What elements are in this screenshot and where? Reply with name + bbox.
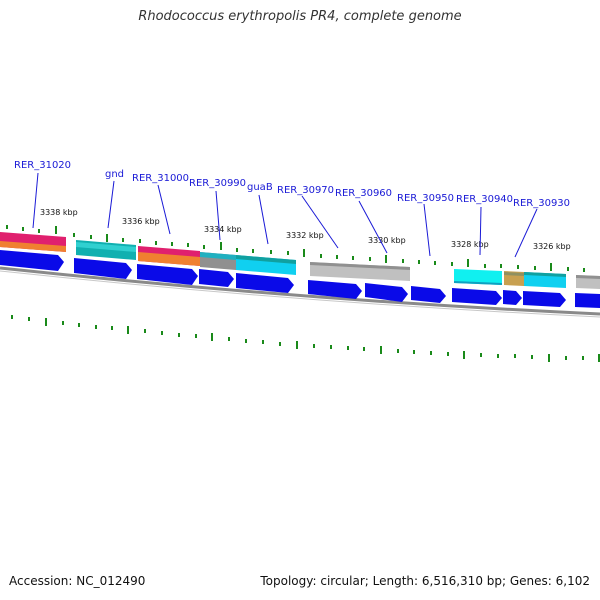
gene-arrow bbox=[503, 290, 522, 305]
gene-arrow bbox=[411, 286, 446, 303]
genome-summary-text: Topology: circular; Length: 6,516,310 bp… bbox=[260, 574, 590, 588]
accession-text: Accession: NC_012490 bbox=[9, 574, 146, 588]
gene-label: RER_30990 bbox=[189, 178, 246, 189]
gene-arrow bbox=[236, 273, 294, 293]
gene-label: guaB bbox=[247, 182, 273, 193]
gene-label: RER_30950 bbox=[397, 193, 454, 204]
gene-label: RER_30930 bbox=[513, 198, 570, 209]
gene-label: RER_30970 bbox=[277, 185, 334, 196]
tick-label: 3328 kbp bbox=[451, 240, 489, 249]
gene-arrow bbox=[308, 280, 362, 299]
gene-arrow bbox=[575, 293, 600, 308]
gene-arrows bbox=[0, 250, 600, 308]
genome-backbone bbox=[0, 266, 600, 316]
label-leaders bbox=[32, 172, 538, 258]
gene-arrow bbox=[365, 283, 408, 302]
feature-track bbox=[0, 232, 600, 289]
genome-backbone-shadow bbox=[0, 270, 600, 318]
scale-ticks-lower bbox=[11, 315, 600, 362]
tick-label: 3334 kbp bbox=[204, 225, 242, 234]
tick-label: 3332 kbp bbox=[286, 231, 324, 240]
gene-label: RER_31000 bbox=[132, 173, 189, 184]
feature-block-7 bbox=[454, 269, 502, 285]
tick-labels: 3338 kbp 3336 kbp 3334 kbp 3332 kbp 3330… bbox=[40, 208, 571, 251]
tick-label: 3336 kbp bbox=[122, 217, 160, 226]
tick-label: 3330 kbp bbox=[368, 236, 406, 245]
gene-arrow bbox=[523, 291, 566, 307]
gene-label: RER_30960 bbox=[335, 188, 392, 199]
gene-label: RER_30940 bbox=[456, 194, 513, 205]
tick-label: 3338 kbp bbox=[40, 208, 78, 217]
gene-label: RER_31020 bbox=[14, 160, 71, 171]
gene-arrow bbox=[452, 288, 502, 305]
gene-labels: RER_31020 gnd RER_31000 RER_30990 guaB R… bbox=[14, 160, 570, 209]
gene-arrow bbox=[0, 250, 64, 271]
gene-label: gnd bbox=[105, 169, 124, 180]
gene-arrow bbox=[137, 264, 198, 285]
gene-arrow bbox=[74, 258, 132, 279]
scale-ticks-upper bbox=[6, 225, 585, 272]
gene-arrow bbox=[199, 269, 234, 287]
tick-label: 3326 kbp bbox=[533, 242, 571, 251]
map-title: Rhodococcus erythropolis PR4, complete g… bbox=[138, 9, 462, 24]
